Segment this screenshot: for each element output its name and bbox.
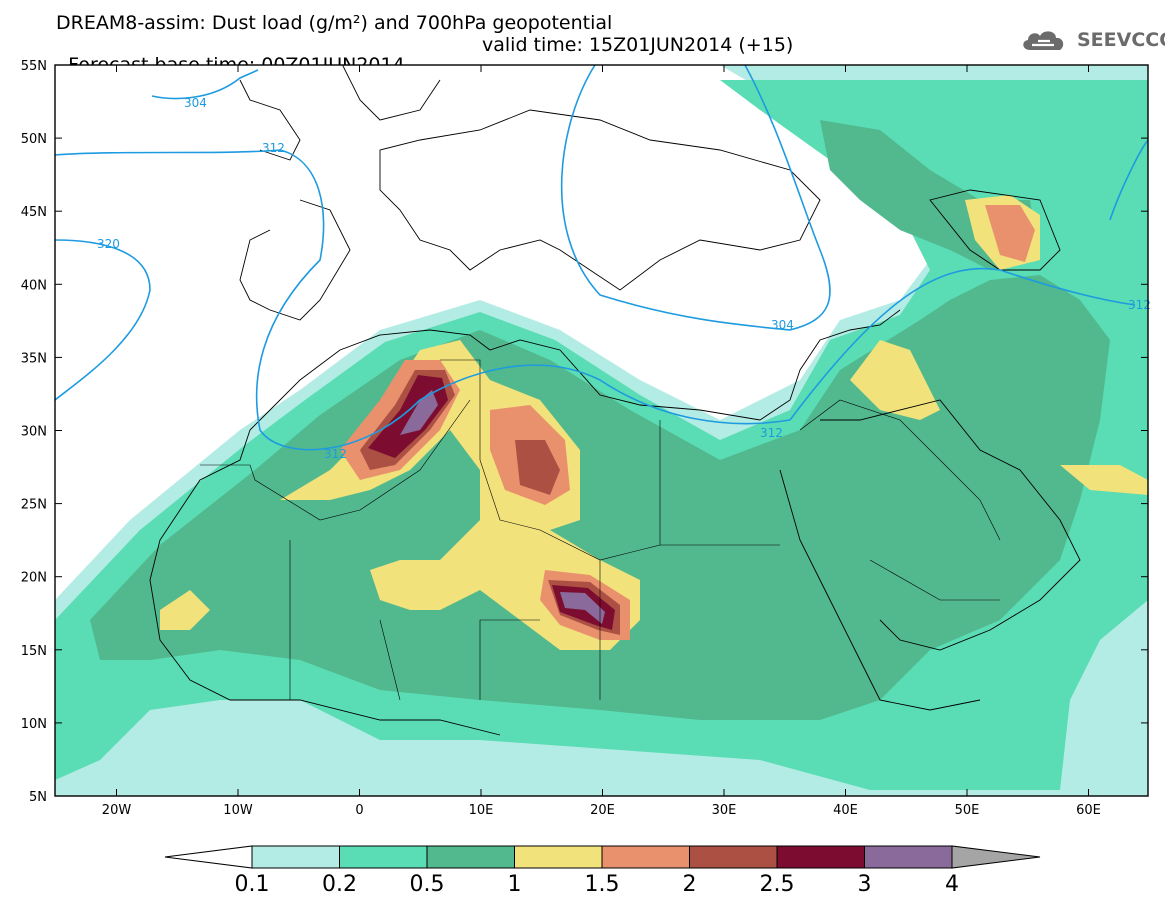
colorbar-box	[689, 845, 778, 869]
lat-label: 50N	[21, 132, 47, 147]
colorbar-box	[251, 845, 340, 869]
colorbar-box	[601, 845, 690, 869]
dust-contour-3	[400, 390, 438, 435]
contour-label: 304	[771, 318, 794, 332]
lon-label: 30E	[712, 803, 737, 818]
lat-label: 25N	[21, 498, 47, 513]
colorbar-label: 4	[945, 872, 959, 897]
lon-label: 60E	[1076, 803, 1101, 818]
contour-label: 304	[184, 96, 207, 110]
lat-label: 35N	[21, 351, 47, 366]
dust-contour-0.5	[90, 275, 1110, 720]
contour-label: 312	[1128, 298, 1151, 312]
lon-label: 40E	[833, 803, 858, 818]
contour-labels: 304 312 320 304 312 312 312	[97, 96, 1151, 461]
lat-label: 15N	[21, 644, 47, 659]
dust-contour-1.5-caspian	[985, 205, 1035, 262]
longitude-axis: 20W 10W 0 10E 20E 30E 40E 50E 60E	[102, 65, 1101, 818]
lat-label: 55N	[21, 59, 47, 74]
dust-contour-1-mauritania	[160, 590, 210, 630]
colorbar-label: 3	[857, 872, 872, 897]
contour-label: 312	[262, 141, 285, 155]
colorbar-box	[339, 845, 428, 869]
contour-label: 312	[324, 447, 347, 461]
colorbar-label: 2	[682, 872, 697, 897]
lon-label: 0	[355, 803, 363, 818]
dust-field	[55, 65, 1148, 796]
dust-contour-3-chad	[560, 592, 605, 624]
dust-contour-2-libya	[515, 440, 560, 495]
latitude-axis: 55N 50N 45N 40N 35N 30N 25N 20N 15N 10N 5N	[21, 59, 1148, 805]
colorbar-label: 1	[507, 872, 522, 897]
colorbar-label: 2.5	[759, 872, 795, 897]
colorbar-label: 0.1	[234, 872, 270, 897]
geopotential-contours	[55, 65, 1148, 451]
lat-label: 30N	[21, 425, 47, 440]
dust-contour-1-arabia	[1060, 465, 1148, 495]
lat-label: 20N	[21, 571, 47, 586]
colorbar-box	[514, 845, 603, 869]
dust-contour-1-iraq	[850, 340, 940, 420]
colorbar-under-triangle	[164, 845, 253, 869]
lon-label: 20E	[590, 803, 615, 818]
colorbar	[164, 845, 1041, 869]
logo-text: SEEVCCC	[1077, 29, 1165, 51]
colorbar-label: 0.2	[322, 872, 357, 897]
colorbar-box	[864, 845, 953, 869]
lat-label: 5N	[29, 790, 47, 805]
colorbar-label: 0.5	[409, 872, 445, 897]
lon-label: 50E	[955, 803, 980, 818]
country-borders	[200, 359, 1001, 701]
contour-label: 320	[97, 237, 120, 251]
contour-label: 312	[760, 426, 783, 440]
chart-title: DREAM8-assim: Dust load (g/m²) and 700hP…	[56, 12, 613, 34]
colorbar-over-triangle	[951, 845, 1041, 869]
lon-label: 10W	[223, 803, 253, 818]
seevccc-logo: SEEVCCC	[1018, 26, 1165, 54]
cloud-icon	[1023, 31, 1064, 50]
colorbar-box	[776, 845, 865, 869]
lon-label: 20W	[102, 803, 132, 818]
lat-label: 40N	[21, 278, 47, 293]
lat-label: 45N	[21, 205, 47, 220]
lat-label: 10N	[21, 717, 47, 732]
valid-time: valid time: 15Z01JUN2014 (+15)	[482, 34, 794, 56]
colorbar-label: 1.5	[584, 872, 620, 897]
colorbar-box	[426, 845, 515, 869]
lon-label: 10E	[469, 803, 494, 818]
